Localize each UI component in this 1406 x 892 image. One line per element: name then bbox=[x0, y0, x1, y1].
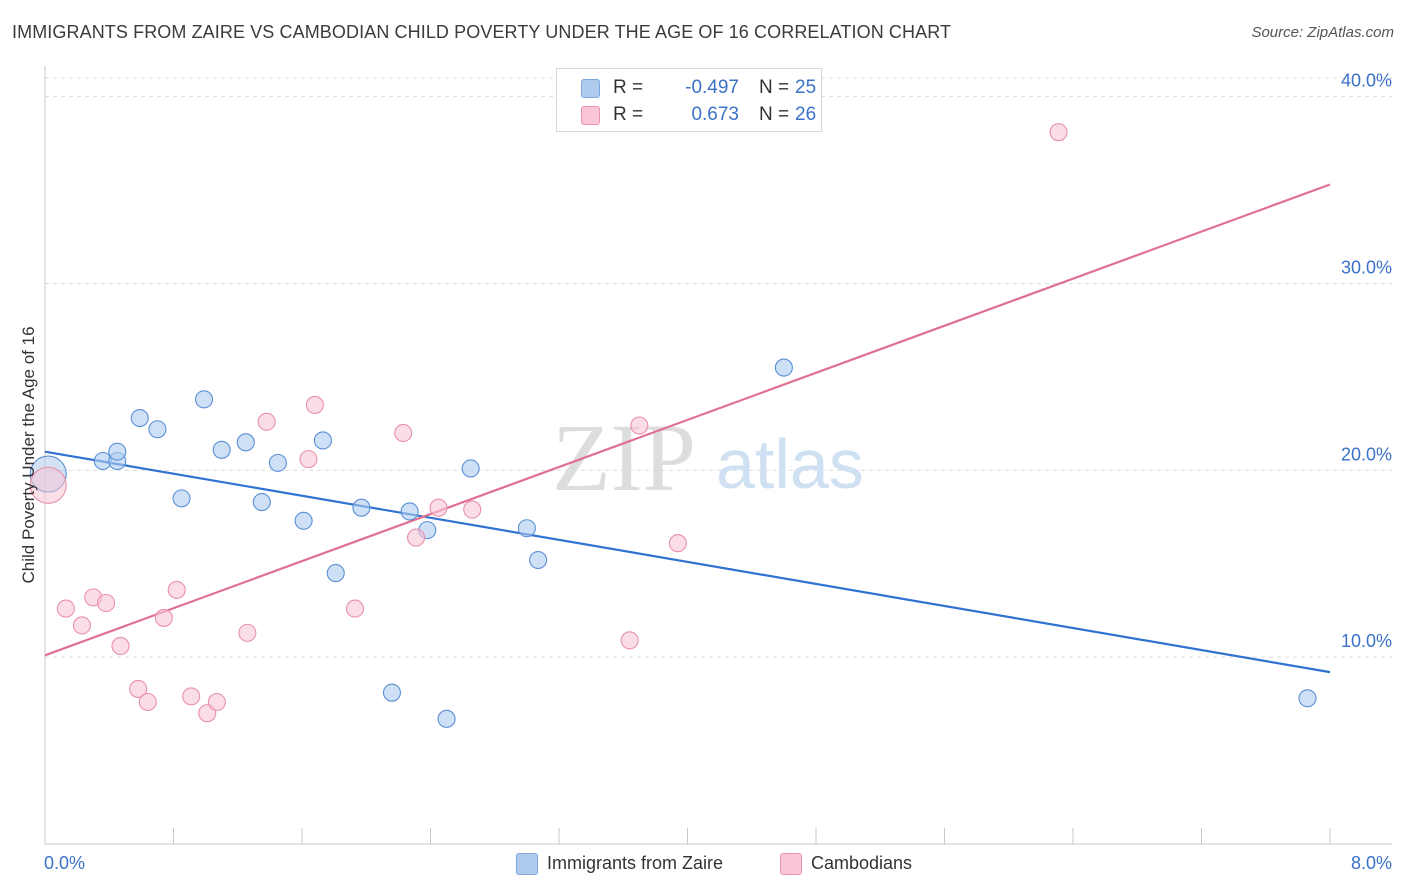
data-point-zaire bbox=[172, 489, 191, 508]
x-tick-label: 8.0% bbox=[1351, 853, 1392, 873]
watermark-zip: ZIP bbox=[552, 404, 696, 511]
legend-n-value: 25 bbox=[795, 77, 817, 98]
data-points bbox=[29, 123, 1317, 728]
data-point-zaire bbox=[517, 519, 536, 538]
data-point-cambodians bbox=[182, 687, 201, 706]
data-point-cambodians bbox=[620, 631, 639, 650]
data-point-cambodians bbox=[29, 466, 67, 504]
bottom-legend-swatch-cambodians bbox=[780, 853, 802, 875]
watermark-atlas: atlas bbox=[716, 425, 864, 503]
x-tick-label: 0.0% bbox=[44, 853, 85, 873]
data-point-cambodians bbox=[238, 623, 257, 642]
legend-swatch-zaire bbox=[581, 79, 600, 98]
data-point-zaire bbox=[1298, 689, 1317, 708]
bottom-legend-swatch-zaire bbox=[516, 853, 538, 875]
data-point-cambodians bbox=[345, 599, 365, 618]
data-point-cambodians bbox=[1049, 123, 1068, 142]
data-point-zaire bbox=[313, 431, 332, 450]
data-point-zaire bbox=[294, 511, 313, 530]
legend-n-label: N = bbox=[759, 77, 790, 98]
data-point-zaire bbox=[352, 498, 371, 517]
legend-n-label: N = bbox=[759, 104, 790, 125]
legend-r-label: R = bbox=[613, 77, 644, 98]
data-point-cambodians bbox=[111, 636, 130, 656]
data-point-zaire bbox=[130, 408, 149, 428]
data-point-cambodians bbox=[305, 395, 324, 415]
data-point-zaire bbox=[461, 459, 480, 478]
legend-r-value: -0.497 bbox=[685, 77, 739, 98]
data-point-zaire bbox=[529, 550, 548, 570]
y-tick-label: 40.0% bbox=[1341, 71, 1392, 91]
data-point-zaire bbox=[148, 420, 167, 439]
data-point-cambodians bbox=[96, 593, 116, 613]
data-point-cambodians bbox=[668, 534, 687, 553]
legend-r-value: 0.673 bbox=[691, 104, 739, 125]
data-point-cambodians bbox=[257, 412, 276, 431]
watermark: ZIP atlas bbox=[552, 404, 864, 511]
data-point-zaire bbox=[268, 453, 287, 472]
trend-line-cambodians bbox=[44, 183, 1331, 657]
correlation-legend: R = -0.497 N = 25 R = 0.673 N = 26 bbox=[556, 68, 822, 132]
legend-r-label: R = bbox=[613, 104, 644, 125]
data-point-zaire bbox=[382, 683, 402, 702]
data-point-zaire bbox=[212, 440, 231, 459]
data-point-cambodians bbox=[129, 679, 148, 698]
source-label: Source: ZipAtlas.com bbox=[1251, 24, 1394, 41]
legend-swatch-cambodians bbox=[581, 106, 600, 125]
data-point-cambodians bbox=[154, 608, 173, 627]
chart-title: IMMIGRANTS FROM ZAIRE VS CAMBODIAN CHILD… bbox=[12, 22, 952, 42]
legend-n-value: 26 bbox=[795, 104, 817, 125]
y-tick-label: 20.0% bbox=[1341, 444, 1392, 464]
data-point-zaire bbox=[774, 358, 793, 377]
data-point-cambodians bbox=[394, 423, 413, 443]
trend-lines bbox=[44, 183, 1331, 674]
data-point-cambodians bbox=[138, 692, 157, 712]
data-point-cambodians bbox=[429, 498, 448, 517]
data-point-zaire bbox=[236, 433, 255, 452]
tick-labels: 10.0% 20.0% 30.0% 40.0% 0.0% 8.0% bbox=[44, 71, 1392, 873]
data-point-zaire bbox=[400, 502, 419, 521]
grid bbox=[45, 77, 1392, 658]
data-point-zaire bbox=[437, 709, 456, 728]
trend-line-zaire bbox=[44, 450, 1331, 674]
data-point-cambodians bbox=[56, 599, 75, 618]
axes bbox=[44, 66, 1392, 845]
y-tick-label: 10.0% bbox=[1341, 631, 1392, 651]
data-point-cambodians bbox=[630, 416, 649, 435]
bottom-legend-label: Immigrants from Zaire bbox=[547, 853, 724, 873]
data-point-zaire bbox=[252, 493, 271, 512]
data-point-cambodians bbox=[406, 528, 426, 547]
y-tick-label: 30.0% bbox=[1341, 258, 1392, 278]
data-point-cambodians bbox=[72, 616, 91, 635]
data-point-cambodians bbox=[463, 500, 482, 519]
data-point-zaire bbox=[326, 564, 345, 583]
data-point-cambodians bbox=[299, 450, 318, 469]
bottom-legend-label: Cambodians bbox=[811, 853, 913, 873]
data-point-cambodians bbox=[167, 580, 186, 599]
data-point-zaire bbox=[108, 442, 127, 461]
data-point-cambodians bbox=[207, 692, 226, 712]
data-point-zaire bbox=[194, 390, 214, 409]
y-axis-label: Child Poverty Under the Age of 16 bbox=[19, 326, 38, 583]
